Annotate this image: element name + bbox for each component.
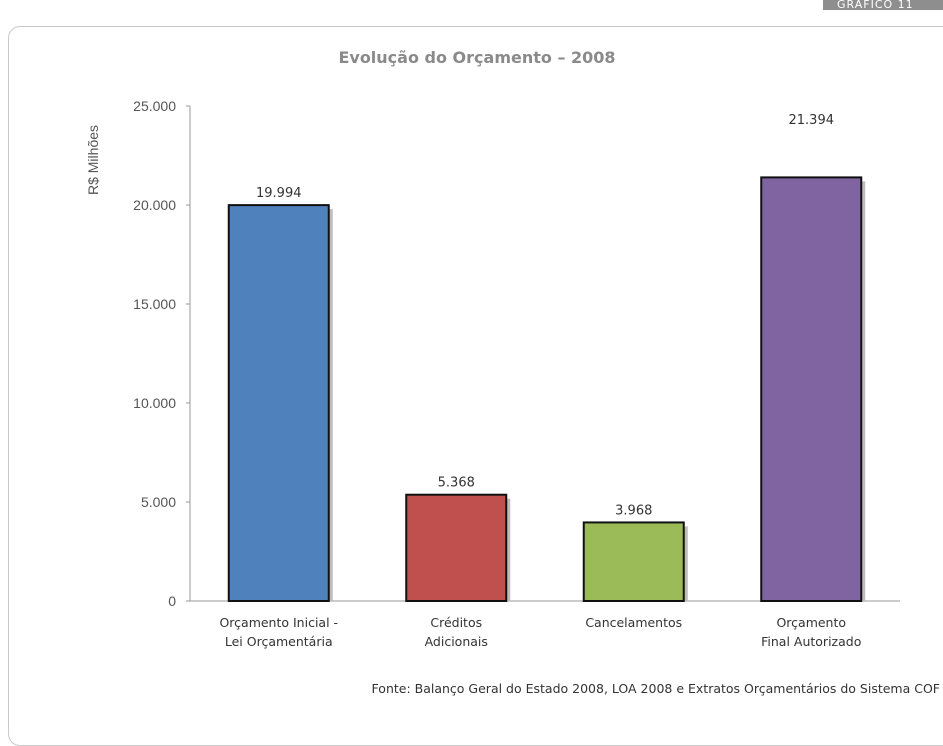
bar-chart: Evolução do Orçamento – 2008 R$ Milhões … xyxy=(85,48,940,696)
y-tick-label: 0 xyxy=(168,593,176,609)
category-labels: Orçamento Inicial -Lei Orçamentária Crédi… xyxy=(219,615,861,649)
bar-value-label: 19.994 xyxy=(256,186,302,201)
x-category-label: Cancelamentos xyxy=(585,615,682,630)
y-axis-ticks: 0 5.000 10.000 15.000 20.000 25.000 xyxy=(133,98,190,609)
y-tick-label: 25.000 xyxy=(133,98,176,114)
figure-number-tag: GRÁFICO 11 xyxy=(823,0,943,10)
bar-value-label: 21.394 xyxy=(789,113,835,128)
y-tick-label: 5.000 xyxy=(141,494,176,510)
y-axis-label: R$ Milhões xyxy=(85,125,101,195)
x-category-label: Créditos Adicionais xyxy=(425,615,488,649)
bar xyxy=(760,176,863,602)
data-labels: 19.994 5.368 3.968 21.394 xyxy=(256,113,834,519)
y-tick-label: 15.000 xyxy=(133,296,176,312)
bars xyxy=(227,176,866,602)
x-category-label: Orçamento Final Autorizado xyxy=(761,615,861,649)
source-note: Fonte: Balanço Geral do Estado 2008, LOA… xyxy=(372,681,940,696)
y-tick-label: 10.000 xyxy=(133,395,176,411)
bar-value-label: 3.968 xyxy=(615,503,652,518)
x-category-label: Orçamento Inicial -Lei Orçamentária xyxy=(219,615,338,649)
bar xyxy=(405,493,508,602)
chart-title: Evolução do Orçamento – 2008 xyxy=(338,48,615,67)
y-tick-label: 20.000 xyxy=(133,197,176,213)
bar xyxy=(227,204,330,602)
bar xyxy=(582,521,685,602)
bar-value-label: 5.368 xyxy=(438,476,475,491)
